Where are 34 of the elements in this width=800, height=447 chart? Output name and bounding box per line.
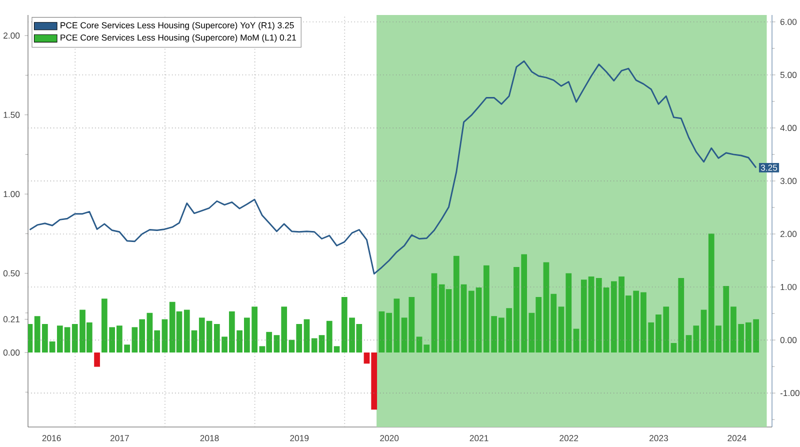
y2-tick-label: 0.00 bbox=[780, 336, 797, 344]
x-tick-label: 2022 bbox=[560, 435, 578, 442]
y2-tick-label: 3.00 bbox=[780, 178, 797, 184]
x-tick-label: 2021 bbox=[470, 435, 488, 442]
y2-tick-label: 4.00 bbox=[780, 124, 797, 131]
y-tick-label: 1.50 bbox=[4, 112, 20, 118]
x-tick-label: 2019 bbox=[290, 435, 309, 442]
x-tick-label: 2016 bbox=[42, 435, 61, 442]
bar bbox=[94, 352, 100, 367]
data-label: 3.25 bbox=[760, 164, 778, 171]
y2-tick-label: -1.00 bbox=[780, 390, 800, 396]
y-tick-label: 0.00 bbox=[3, 349, 20, 356]
line-series bbox=[28, 60, 757, 274]
bar bbox=[162, 319, 168, 353]
x-tick-label: 2023 bbox=[650, 435, 668, 442]
y-tick-label: 0.50 bbox=[3, 270, 20, 276]
y2-tick-label: 6.00 bbox=[780, 18, 797, 25]
x-tick-label: 2018 bbox=[200, 435, 219, 442]
y2-tick-label: 1.00 bbox=[780, 284, 797, 290]
bar bbox=[431, 273, 438, 353]
y2-tick-label: 2.00 bbox=[780, 230, 797, 238]
y-tick-label: 1.00 bbox=[4, 191, 20, 198]
legend-label: PCE Core Services Less Housing (Supercore) YoY (R1) 3.25 bbox=[60, 22, 294, 30]
y2-tick-label: 5.00 bbox=[780, 72, 797, 78]
legend-label: PCE Core Services Less Housing (Supercore) MoM (L1) 0.21 bbox=[60, 34, 296, 42]
y-tick-label: 2.00 bbox=[4, 32, 20, 39]
y-tick-label: 0.21 bbox=[3, 316, 20, 322]
bar bbox=[700, 310, 707, 353]
bar bbox=[573, 328, 580, 353]
x-tick-label: 2017 bbox=[110, 435, 129, 442]
x-tick-label: 2024 bbox=[728, 435, 746, 442]
bar bbox=[394, 298, 400, 353]
x-tick-label: 2020 bbox=[380, 435, 399, 442]
bar bbox=[304, 319, 310, 353]
